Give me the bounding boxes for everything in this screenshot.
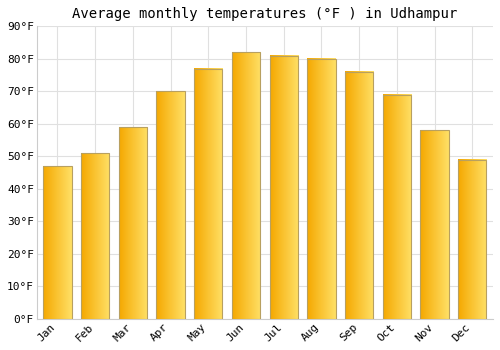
Bar	[458, 160, 486, 319]
Title: Average monthly temperatures (°F ) in Udhampur: Average monthly temperatures (°F ) in Ud…	[72, 7, 458, 21]
Bar	[156, 91, 184, 319]
Bar	[382, 94, 411, 319]
Bar	[44, 166, 72, 319]
Bar	[270, 56, 298, 319]
Bar	[420, 130, 448, 319]
Bar	[308, 59, 336, 319]
Bar	[232, 52, 260, 319]
Bar	[118, 127, 147, 319]
Bar	[194, 69, 222, 319]
Bar	[81, 153, 110, 319]
Bar	[345, 72, 374, 319]
